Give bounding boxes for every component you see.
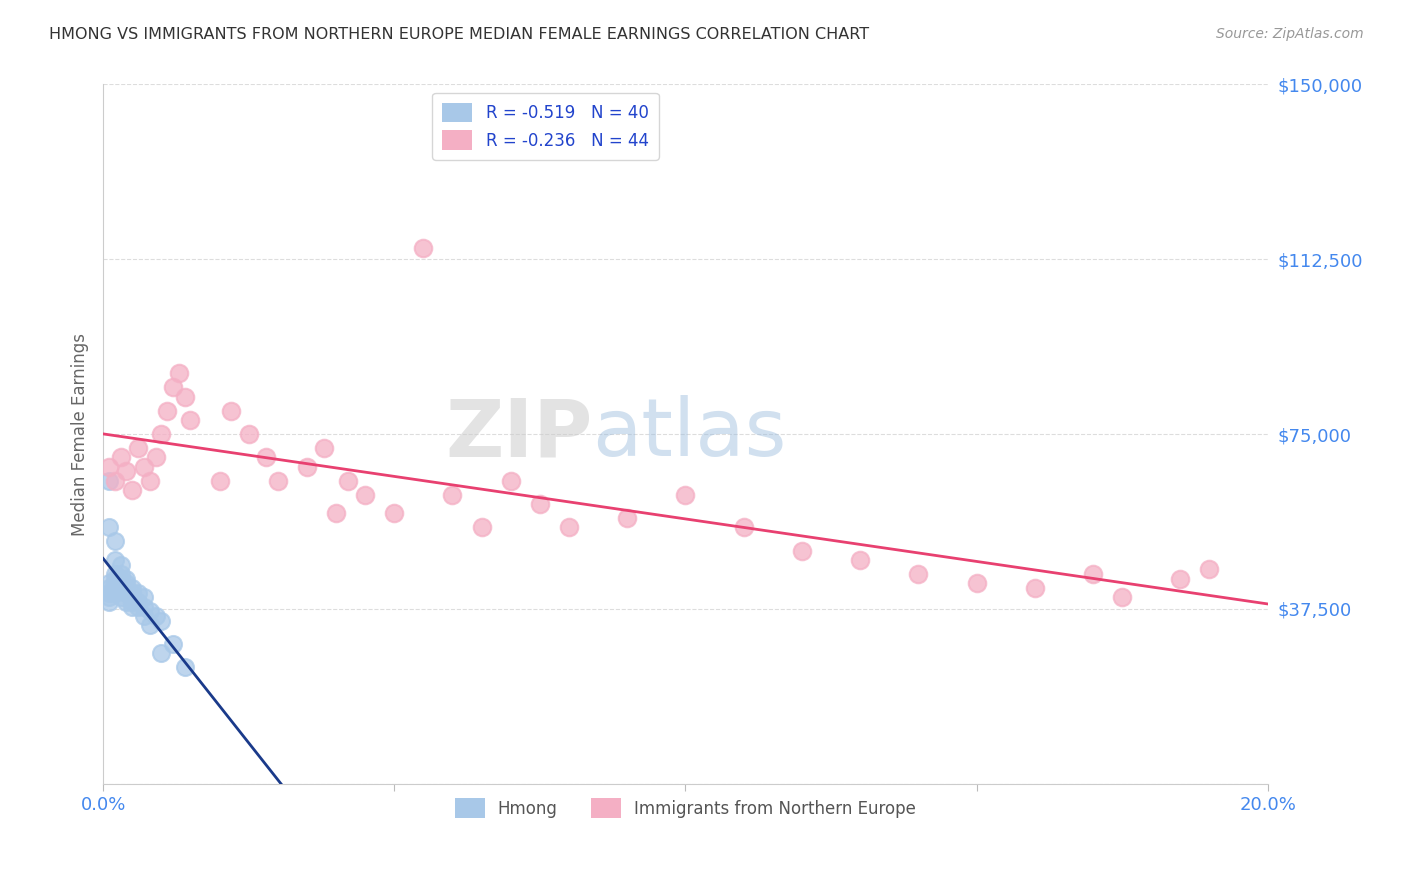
Point	[1198, 562, 1220, 576]
Point	[219, 404, 242, 418]
Point	[156, 404, 179, 418]
Point	[849, 553, 872, 567]
Point	[1081, 566, 1104, 581]
Point	[115, 595, 138, 609]
Point	[907, 566, 929, 581]
Point	[104, 576, 127, 591]
Point	[790, 543, 813, 558]
Point	[616, 511, 638, 525]
Point	[673, 488, 696, 502]
Point	[167, 367, 190, 381]
Point	[121, 581, 143, 595]
Point	[115, 585, 138, 599]
Text: Source: ZipAtlas.com: Source: ZipAtlas.com	[1216, 27, 1364, 41]
Point	[132, 599, 155, 614]
Point	[150, 614, 173, 628]
Point	[115, 576, 138, 591]
Point	[138, 618, 160, 632]
Point	[325, 506, 347, 520]
Point	[110, 581, 132, 595]
Point	[441, 488, 464, 502]
Point	[336, 474, 359, 488]
Point	[314, 441, 336, 455]
Point	[558, 520, 581, 534]
Point	[110, 566, 132, 581]
Point	[382, 506, 405, 520]
Point	[110, 450, 132, 465]
Point	[529, 497, 551, 511]
Point	[97, 474, 120, 488]
Point	[104, 585, 127, 599]
Point	[97, 581, 120, 595]
Point	[104, 553, 127, 567]
Point	[499, 474, 522, 488]
Point	[238, 427, 260, 442]
Text: ZIP: ZIP	[444, 395, 592, 473]
Point	[121, 595, 143, 609]
Text: atlas: atlas	[592, 395, 786, 473]
Point	[267, 474, 290, 488]
Point	[121, 591, 143, 605]
Point	[733, 520, 755, 534]
Point	[295, 459, 318, 474]
Point	[97, 520, 120, 534]
Point	[110, 572, 132, 586]
Point	[127, 599, 149, 614]
Point	[179, 413, 201, 427]
Point	[1024, 581, 1046, 595]
Legend: Hmong, Immigrants from Northern Europe: Hmong, Immigrants from Northern Europe	[449, 792, 922, 824]
Point	[97, 595, 120, 609]
Point	[127, 585, 149, 599]
Point	[97, 459, 120, 474]
Point	[97, 585, 120, 599]
Point	[173, 390, 195, 404]
Point	[254, 450, 277, 465]
Point	[966, 576, 988, 591]
Point	[173, 660, 195, 674]
Point	[132, 608, 155, 623]
Point	[150, 427, 173, 442]
Point	[145, 450, 167, 465]
Point	[138, 604, 160, 618]
Point	[115, 464, 138, 478]
Point	[104, 534, 127, 549]
Point	[121, 483, 143, 497]
Text: HMONG VS IMMIGRANTS FROM NORTHERN EUROPE MEDIAN FEMALE EARNINGS CORRELATION CHAR: HMONG VS IMMIGRANTS FROM NORTHERN EUROPE…	[49, 27, 869, 42]
Point	[1168, 572, 1191, 586]
Point	[132, 591, 155, 605]
Point	[115, 581, 138, 595]
Point	[354, 488, 377, 502]
Point	[1111, 591, 1133, 605]
Point	[471, 520, 494, 534]
Point	[145, 608, 167, 623]
Point	[104, 572, 127, 586]
Point	[115, 572, 138, 586]
Point	[132, 459, 155, 474]
Point	[127, 595, 149, 609]
Point	[150, 646, 173, 660]
Point	[412, 241, 434, 255]
Point	[127, 441, 149, 455]
Y-axis label: Median Female Earnings: Median Female Earnings	[72, 333, 89, 535]
Point	[110, 591, 132, 605]
Point	[208, 474, 231, 488]
Point	[110, 558, 132, 572]
Point	[138, 474, 160, 488]
Point	[162, 637, 184, 651]
Point	[121, 585, 143, 599]
Point	[162, 380, 184, 394]
Point	[121, 599, 143, 614]
Point	[97, 576, 120, 591]
Point	[97, 591, 120, 605]
Point	[104, 474, 127, 488]
Point	[104, 566, 127, 581]
